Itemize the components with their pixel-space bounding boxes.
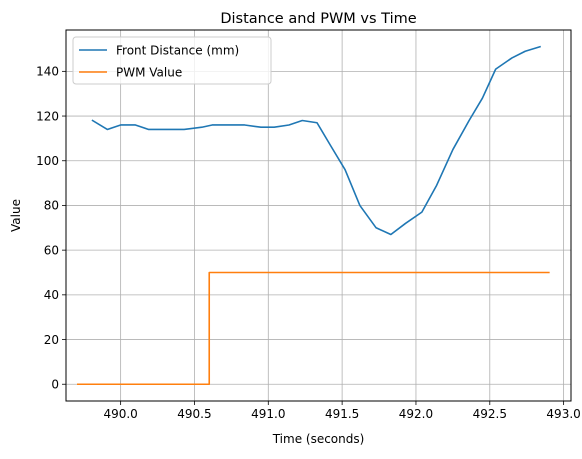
- y-ticks: 0 20 40 60 80 100 120 140: [36, 65, 66, 392]
- y-tick-label: 60: [44, 243, 59, 257]
- y-tick-label: 140: [36, 65, 59, 79]
- legend: Front Distance (mm) PWM Value: [72, 36, 272, 85]
- y-axis-label: Value: [9, 199, 23, 232]
- series-line-pwm-value: [77, 271, 550, 386]
- x-ticks: 490.0 490.5 491.0 491.5 492.0 492.5 493.0: [103, 401, 581, 421]
- y-tick-label: 20: [44, 333, 59, 347]
- x-axis-label: Time (seconds): [272, 432, 365, 446]
- x-tick-label: 491.5: [325, 407, 359, 421]
- chart-title: Distance and PWM vs Time: [220, 11, 416, 27]
- y-tick-label: 100: [36, 154, 59, 168]
- legend-label-front-distance: Front Distance (mm): [116, 44, 239, 58]
- legend-box: [72, 36, 272, 85]
- series-layer: [77, 45, 550, 386]
- y-tick-label: 120: [36, 109, 59, 123]
- y-tick-label: 80: [44, 199, 59, 213]
- series-line-front-distance: [91, 45, 541, 236]
- grid-layer: [66, 30, 571, 401]
- y-tick-label: 0: [51, 378, 59, 392]
- plot-frame: [65, 29, 572, 402]
- x-tick-label: 490.5: [177, 407, 211, 421]
- x-tick-label: 492.5: [473, 407, 507, 421]
- x-tick-label: 491.0: [251, 407, 285, 421]
- y-tick-label: 40: [44, 288, 59, 302]
- legend-label-pwm-value: PWM Value: [116, 66, 182, 80]
- x-tick-label: 493.0: [546, 407, 580, 421]
- x-tick-label: 490.0: [103, 407, 137, 421]
- x-tick-label: 492.0: [399, 407, 433, 421]
